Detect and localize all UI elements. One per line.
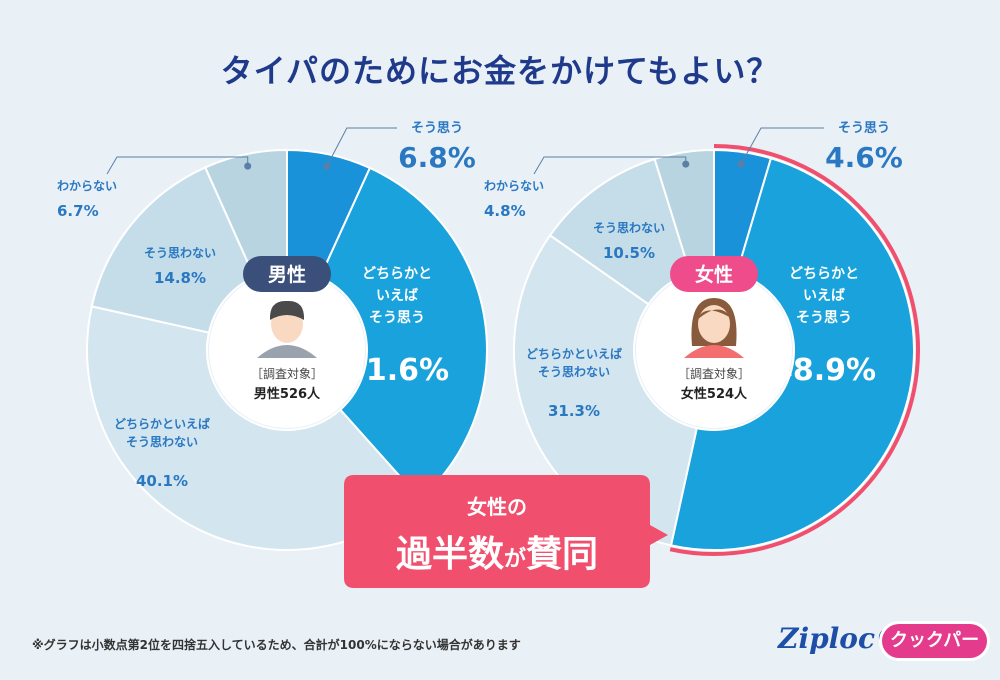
pie-slice bbox=[669, 157, 915, 551]
callout-line1: 女性の bbox=[467, 495, 527, 519]
target-label: ［調査対象］ bbox=[251, 367, 323, 381]
pie-slice bbox=[318, 166, 488, 501]
callout-text: 過半数 bbox=[396, 534, 504, 575]
slice-name: そう思わない bbox=[538, 365, 610, 379]
badge-bg bbox=[243, 256, 331, 292]
badge-bg bbox=[670, 256, 758, 292]
slice-name: どちらかと bbox=[362, 266, 432, 282]
slice-value: 48.9% bbox=[772, 353, 876, 388]
target-value: 女性524人 bbox=[681, 386, 748, 402]
pie-slice bbox=[86, 305, 422, 551]
slice-value: 4.8% bbox=[484, 202, 526, 220]
slice-name: そう思わない bbox=[126, 435, 198, 449]
leader-line bbox=[326, 127, 397, 167]
donut-chart-female: 女性［調査対象］女性524人そう思う4.6%どちらかといえばそう思う48.9%ど… bbox=[484, 121, 920, 556]
slice-name: どちらかと bbox=[789, 266, 859, 282]
slice-value: 31.6% bbox=[345, 353, 449, 388]
target-value: 男性526人 bbox=[254, 386, 321, 402]
slice-name: そう思う bbox=[796, 310, 852, 326]
slice-value: 31.3% bbox=[548, 402, 600, 420]
slice-name: そう思う bbox=[369, 310, 425, 326]
footnote: ※グラフは小数点第2位を四捨五入しているため、合計が100%にならない場合があり… bbox=[32, 638, 521, 652]
cookpa-logo: クックパー bbox=[882, 624, 988, 658]
person-icon bbox=[257, 300, 317, 358]
slice-name: わからない bbox=[484, 179, 544, 193]
slice-name: そう思わない bbox=[144, 246, 216, 260]
bangs bbox=[697, 309, 731, 320]
slice-name: どちらかといえば bbox=[526, 346, 622, 361]
leader-line bbox=[106, 156, 249, 175]
callout-text: が bbox=[504, 546, 526, 572]
slice-value: 10.5% bbox=[603, 244, 655, 262]
slice-name: そう思わない bbox=[593, 221, 665, 235]
chart-title: タイパのためにお金をかけてもよい？ bbox=[220, 52, 780, 90]
slice-value: 4.6% bbox=[825, 141, 903, 174]
slice-value: 40.1% bbox=[136, 472, 188, 490]
slice-name: いえば bbox=[803, 288, 845, 304]
slice-value: 6.7% bbox=[57, 202, 99, 220]
pie-slice bbox=[90, 166, 256, 334]
slice-value: 14.8% bbox=[154, 269, 206, 287]
target-label: ［調査対象］ bbox=[678, 367, 750, 381]
slice-name: どちらかといえば bbox=[114, 416, 210, 431]
shoulders bbox=[684, 345, 744, 358]
badge-label: 男性 bbox=[268, 263, 306, 286]
callout-bg bbox=[344, 475, 668, 588]
face bbox=[698, 305, 730, 343]
leader-line bbox=[533, 156, 687, 175]
badge-label: 女性 bbox=[695, 263, 733, 286]
person-icon bbox=[684, 298, 744, 358]
slice-name: わからない bbox=[57, 179, 117, 193]
slice-value: 6.8% bbox=[398, 141, 476, 174]
donut-chart-male: 男性［調査対象］男性526人そう思う6.8%どちらかといえばそう思う31.6%ど… bbox=[57, 121, 488, 551]
slice-name: そう思う bbox=[411, 121, 463, 136]
slice-name: いえば bbox=[376, 288, 418, 304]
hair bbox=[269, 300, 305, 320]
highlight-arc bbox=[669, 144, 920, 556]
slice-name: そう思う bbox=[838, 121, 890, 136]
shoulders bbox=[257, 345, 317, 358]
callout-line2: 過半数が賛同 bbox=[396, 534, 598, 575]
leader-line bbox=[740, 127, 824, 165]
callout-text: 賛同 bbox=[526, 534, 598, 575]
